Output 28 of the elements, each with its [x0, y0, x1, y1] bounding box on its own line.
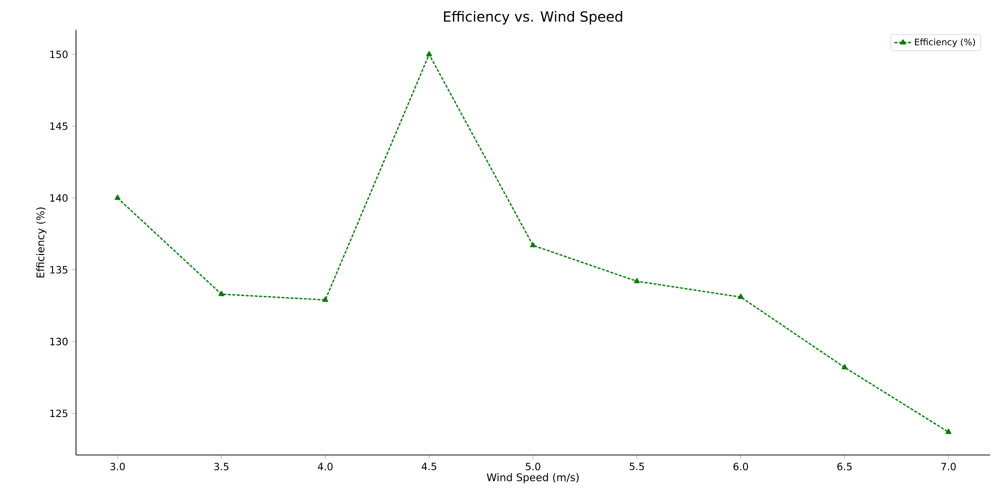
point	[530, 242, 536, 248]
point	[842, 364, 848, 370]
y-tick-label: 125	[50, 410, 68, 418]
x-tick-label: 6.0	[734, 462, 748, 470]
x-tick-label: 3.0	[110, 462, 125, 470]
y-tick-label: 130	[50, 338, 68, 346]
chart-title: Efficiency vs. Wind Speed	[444, 11, 622, 25]
point	[426, 51, 432, 56]
point	[218, 290, 224, 296]
point	[634, 278, 640, 284]
y-tick-label: 145	[50, 122, 68, 130]
y-tick-label: 140	[50, 194, 68, 202]
point	[738, 294, 744, 300]
x-tick-label: 4.5	[422, 462, 436, 470]
y-axis-title: Efficiency (%)	[36, 207, 46, 278]
point	[114, 194, 120, 200]
point	[946, 428, 952, 434]
x-tick-label: 4.0	[318, 462, 333, 470]
x-tick-label: 7.0	[941, 462, 956, 470]
x-tick-label: 5.0	[526, 462, 540, 470]
x-tick-label: 5.5	[630, 462, 644, 470]
y-tick-label: 135	[50, 266, 68, 274]
x-tick-label: 3.5	[214, 462, 228, 470]
x-axis-title: Wind Speed (m/s)	[486, 473, 579, 484]
point	[322, 296, 328, 302]
y-tick-label: 150	[50, 50, 68, 58]
legend-label: Efficiency (%)	[915, 38, 975, 48]
x-tick-label: 6.5	[837, 462, 852, 470]
